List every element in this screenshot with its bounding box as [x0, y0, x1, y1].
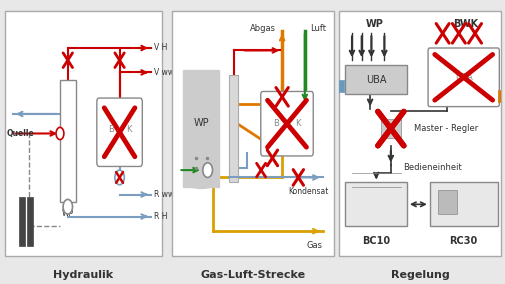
Text: RC30: RC30 — [448, 236, 477, 246]
Bar — [345, 65, 406, 94]
FancyBboxPatch shape — [260, 91, 313, 156]
Text: Luft: Luft — [309, 24, 325, 33]
Bar — [60, 80, 76, 202]
FancyBboxPatch shape — [96, 98, 142, 166]
Text: K: K — [294, 119, 300, 128]
Text: Master - Regler: Master - Regler — [413, 124, 477, 133]
Text: V ww: V ww — [154, 68, 174, 77]
Bar — [380, 119, 400, 138]
Bar — [437, 190, 457, 214]
Text: Abgas: Abgas — [249, 24, 275, 33]
Text: Hydraulik: Hydraulik — [54, 270, 113, 280]
Circle shape — [203, 163, 212, 178]
Text: B: B — [273, 119, 279, 128]
Bar — [183, 70, 219, 187]
Bar — [345, 182, 406, 226]
Bar — [429, 182, 497, 226]
FancyBboxPatch shape — [427, 48, 498, 106]
Text: WP: WP — [62, 209, 74, 218]
Text: R H: R H — [154, 212, 167, 221]
Text: UBA: UBA — [365, 75, 386, 85]
Ellipse shape — [186, 176, 216, 189]
Text: BC10: BC10 — [362, 236, 389, 246]
Circle shape — [63, 199, 72, 214]
Text: Gas-Luft-Strecke: Gas-Luft-Strecke — [200, 270, 305, 280]
Text: BWK: BWK — [452, 18, 477, 29]
Text: Regelung: Regelung — [390, 270, 448, 280]
Text: Kondensat: Kondensat — [288, 187, 328, 196]
Text: WP: WP — [193, 118, 209, 128]
Text: B: B — [108, 125, 113, 134]
Text: K: K — [126, 125, 131, 134]
Text: R ww: R ww — [154, 190, 174, 199]
Bar — [228, 75, 238, 182]
Text: Quelle: Quelle — [7, 129, 34, 138]
Circle shape — [115, 170, 124, 185]
Bar — [338, 80, 343, 92]
Bar — [497, 89, 500, 102]
Text: UBA: UBA — [454, 73, 472, 82]
Text: V H: V H — [154, 43, 167, 53]
Circle shape — [56, 128, 64, 140]
Bar — [19, 197, 25, 246]
Bar — [27, 197, 32, 246]
Text: Bedieneinheit: Bedieneinheit — [403, 163, 462, 172]
Text: WP: WP — [365, 18, 383, 29]
Text: Gas: Gas — [306, 241, 322, 250]
